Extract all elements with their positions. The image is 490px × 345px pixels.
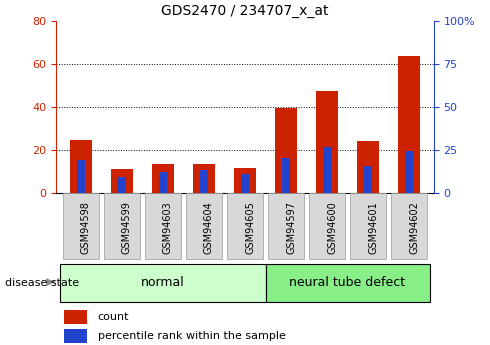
Text: count: count [98,312,129,322]
Bar [323,148,331,193]
Text: GSM94605: GSM94605 [245,201,255,254]
Text: GSM94602: GSM94602 [409,201,419,254]
Bar [111,169,133,193]
Bar [193,164,215,193]
Text: GSM94601: GSM94601 [368,201,378,254]
FancyBboxPatch shape [145,193,181,259]
Text: GSM94598: GSM94598 [81,201,91,254]
Bar [316,91,338,193]
Text: GSM94604: GSM94604 [204,201,214,254]
FancyBboxPatch shape [103,193,141,259]
Bar [152,164,174,193]
Bar [118,177,125,193]
FancyBboxPatch shape [266,264,430,302]
Bar [398,56,420,193]
Bar [159,171,167,193]
Bar [405,151,413,193]
Bar [365,166,372,193]
Bar [70,140,92,193]
FancyBboxPatch shape [63,193,99,259]
FancyBboxPatch shape [60,264,266,302]
Text: GSM94600: GSM94600 [327,201,337,254]
Bar [200,170,208,193]
Bar [357,141,379,193]
Text: normal: normal [141,276,185,288]
Bar [234,168,256,193]
Bar [77,160,85,193]
Text: percentile rank within the sample: percentile rank within the sample [98,331,286,341]
FancyBboxPatch shape [268,193,304,259]
Text: disease state: disease state [5,278,79,288]
Bar [64,310,87,324]
Bar [275,108,297,193]
Title: GDS2470 / 234707_x_at: GDS2470 / 234707_x_at [161,4,329,18]
FancyBboxPatch shape [349,193,387,259]
Text: GSM94603: GSM94603 [163,201,173,254]
FancyBboxPatch shape [186,193,222,259]
Bar [64,329,87,343]
FancyBboxPatch shape [309,193,345,259]
FancyBboxPatch shape [226,193,264,259]
Bar [282,158,290,193]
FancyBboxPatch shape [391,193,427,259]
Text: neural tube defect: neural tube defect [290,276,406,288]
Text: GSM94599: GSM94599 [122,201,132,254]
Bar [241,174,249,193]
Text: GSM94597: GSM94597 [286,201,296,254]
